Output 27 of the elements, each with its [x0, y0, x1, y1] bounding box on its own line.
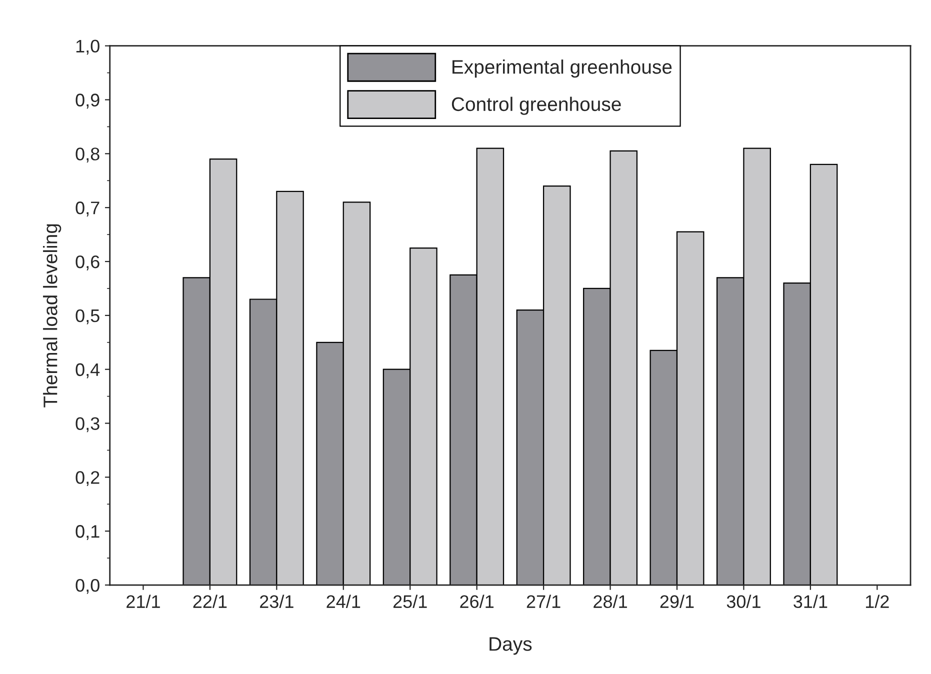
y-tick-label: 0,7 — [76, 202, 100, 216]
y-tick-label: 0,3 — [76, 417, 100, 432]
y-tick-label: 1,0 — [76, 40, 100, 55]
x-tick-label: 22/1 — [193, 594, 227, 608]
x-tick-label: 26/1 — [460, 594, 494, 608]
y-tick-label: 0,2 — [76, 471, 100, 486]
y-tick-label: 0,5 — [76, 309, 100, 324]
x-tick-label: 1/2 — [866, 594, 889, 608]
x-tick-label: 29/1 — [660, 594, 694, 608]
y-tick-label: 0,6 — [76, 255, 100, 270]
x-tick-label: 25/1 — [393, 594, 427, 608]
y-axis-title: Thermal load leveling — [43, 224, 62, 408]
x-tick-label: 30/1 — [726, 594, 760, 608]
y-tick-label: 0,1 — [76, 525, 100, 540]
y-tick-label: 0,8 — [76, 148, 100, 163]
y-tick-label: 0,9 — [76, 94, 100, 109]
y-tick-label: 0,4 — [76, 363, 100, 378]
x-tick-label: 21/1 — [126, 594, 160, 608]
x-tick-label: 27/1 — [526, 594, 560, 608]
x-tick-label: 24/1 — [326, 594, 360, 608]
y-tick-label: 0,0 — [76, 578, 100, 594]
x-tick-label: 23/1 — [260, 594, 294, 608]
legend-label: Experimental greenhouse — [452, 60, 672, 78]
x-tick-label: 31/1 — [794, 594, 828, 608]
legend-label: Control greenhouse — [452, 96, 621, 115]
x-axis-title: Days — [490, 637, 532, 655]
x-tick-label: 28/1 — [594, 594, 627, 608]
